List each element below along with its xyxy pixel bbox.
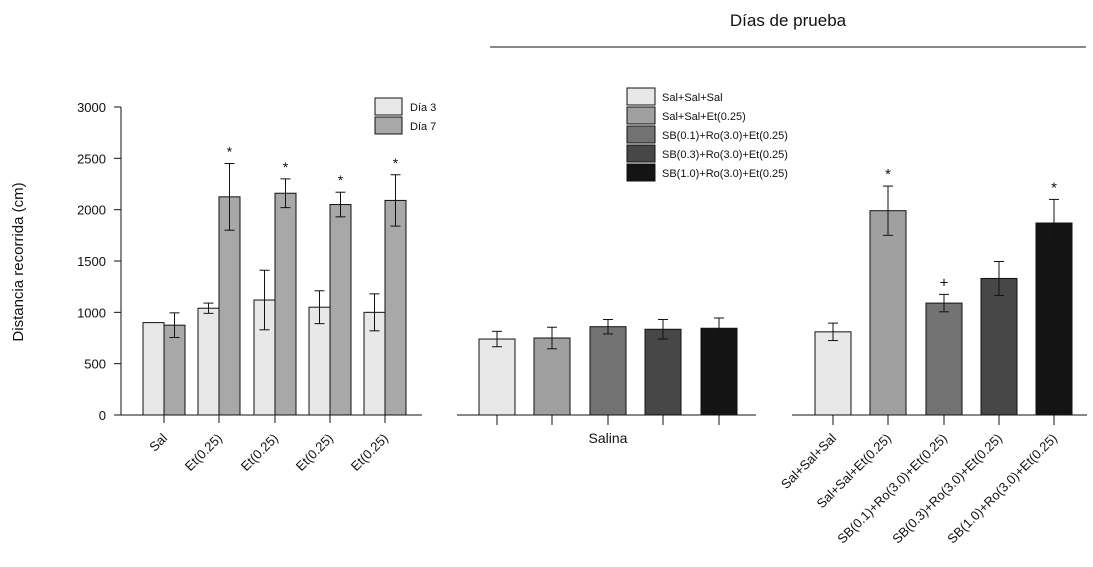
x-axis-label: Salina — [589, 430, 628, 446]
panel-treatments: * + * Sal+Sal+SalSal+Sal+Et(0.25)SB(0.1)+R… — [778, 166, 1087, 546]
y-tick-label: 1500 — [77, 254, 106, 269]
y-tick-label: 1000 — [77, 305, 106, 320]
bar — [533, 337, 571, 416]
legend-swatch — [374, 97, 403, 116]
x-tick-label: SB(0.1)+Ro(3.0)+Et(0.25) — [834, 431, 950, 547]
bar — [478, 338, 516, 416]
legend-label: Sal+Sal+Et(0.25) — [662, 111, 746, 123]
legend-label: Sal+Sal+Sal — [662, 92, 723, 104]
significance-marker: * — [1051, 179, 1057, 196]
legend-swatch — [626, 106, 656, 125]
bar — [869, 210, 907, 416]
bar — [329, 204, 352, 416]
x-tick-label: SB(0.3)+Ro(3.0)+Et(0.25) — [889, 431, 1005, 547]
x-tick-label: Et(0.25) — [182, 431, 225, 474]
significance-marker: * — [227, 143, 233, 159]
bar — [980, 277, 1018, 416]
significance-marker: + — [940, 274, 949, 291]
legend-label: SB(1.0)+Ro(3.0)+Et(0.25) — [662, 168, 788, 180]
significance-marker: * — [885, 166, 891, 183]
legend-label: Día 3 — [410, 102, 436, 114]
legend: Día 3 Día 7 — [374, 97, 436, 135]
significance-marker: * — [338, 172, 344, 188]
y-tick-label: 500 — [84, 357, 106, 372]
x-tick-label: SB(1.0)+Ro(3.0)+Et(0.25) — [944, 431, 1060, 547]
x-tick-label: Et(0.25) — [293, 431, 336, 474]
bar — [814, 331, 852, 416]
y-axis-ticks: 0 500 1000 1500 2000 2500 3000 — [77, 100, 121, 423]
y-tick-label: 0 — [99, 408, 106, 423]
bar — [384, 199, 407, 416]
legend-swatch — [626, 144, 656, 163]
y-tick-label: 2000 — [77, 203, 106, 218]
legend-swatch — [626, 125, 656, 144]
bar — [163, 324, 186, 416]
y-tick-label: 3000 — [77, 100, 106, 115]
legend-swatch — [374, 116, 403, 135]
bar — [197, 307, 220, 416]
bar — [644, 328, 682, 416]
bar — [142, 322, 165, 416]
x-axis-ticks: Sal Et(0.25) Et(0.25) Et(0.25) Et(0.25) — [146, 415, 391, 474]
significance-marker: * — [393, 155, 399, 171]
panel-dia3-dia7: 0 500 1000 1500 2000 2500 3000 * * * * Sal Et(0.25… — [77, 97, 436, 474]
bars-group — [478, 317, 738, 416]
x-tick-label: Et(0.25) — [238, 431, 281, 474]
x-tick-label: Et(0.25) — [348, 431, 391, 474]
x-axis-ticks — [496, 415, 720, 425]
bar — [274, 192, 297, 416]
bars-group: * + * — [814, 166, 1073, 416]
y-axis-label: Distancia recorrida (cm) — [10, 182, 27, 341]
x-axis-ticks: Sal+Sal+SalSal+Sal+Et(0.25)SB(0.1)+Ro(3.… — [778, 415, 1060, 546]
bars-group: * * * * — [142, 143, 407, 416]
legend-label: SB(0.1)+Ro(3.0)+Et(0.25) — [662, 130, 788, 142]
legend-swatch — [626, 87, 656, 106]
bar — [925, 302, 963, 416]
bar — [1035, 222, 1073, 416]
legend-label: SB(0.3)+Ro(3.0)+Et(0.25) — [662, 149, 788, 161]
header-title: Días de prueba — [730, 11, 847, 30]
bar — [589, 326, 627, 416]
y-tick-label: 2500 — [77, 151, 106, 166]
significance-marker: * — [283, 159, 289, 175]
x-tick-label: Sal — [146, 430, 170, 454]
legend: Sal+Sal+Sal Sal+Sal+Et(0.25) SB(0.1)+Ro(3.… — [626, 87, 788, 182]
x-tick-label: Sal+Sal+Sal — [778, 430, 839, 491]
legend-swatch — [626, 163, 656, 182]
bar — [700, 327, 738, 416]
legend-label: Día 7 — [410, 121, 436, 133]
panel-salina: Salina Sal+Sal+Sal Sal+Sal+Et(0.25) SB(0.1… — [457, 87, 788, 446]
